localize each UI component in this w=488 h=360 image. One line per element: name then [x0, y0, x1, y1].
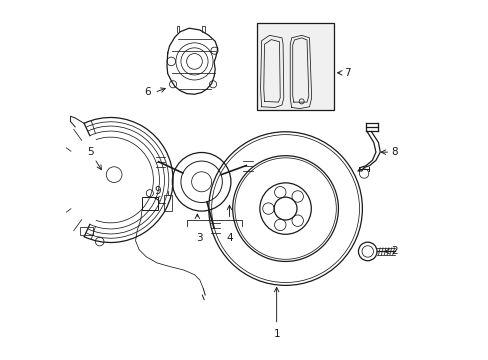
Bar: [142, 197, 157, 210]
Bar: [257, 23, 333, 111]
Text: 8: 8: [391, 147, 398, 157]
Bar: [164, 195, 172, 211]
Text: 7: 7: [344, 68, 350, 78]
Text: 4: 4: [226, 233, 232, 243]
Text: 5: 5: [87, 147, 94, 157]
Text: 2: 2: [390, 247, 397, 256]
Text: 3: 3: [196, 233, 203, 243]
Text: 6: 6: [144, 87, 151, 98]
Text: 1: 1: [273, 329, 280, 339]
Text: 9: 9: [154, 186, 161, 197]
